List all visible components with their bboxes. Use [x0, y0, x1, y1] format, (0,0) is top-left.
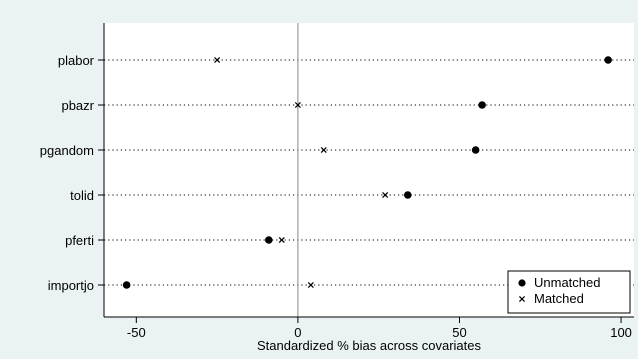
x-axis-title: Standardized % bias across covariates: [257, 338, 482, 353]
legend-marker-unmatched: [518, 279, 526, 287]
legend-marker-matched: [518, 295, 526, 303]
y-axis: plabor pbazr pgandom tolid pferti importjo: [40, 23, 105, 317]
x-tick-label-3: 100: [610, 325, 632, 340]
matched-point-pgandom-stroke-b: [320, 146, 327, 154]
matched-point-pbazr-stroke-b: [294, 101, 301, 109]
y-tick-label-importjo: importjo: [48, 278, 94, 293]
legend-label-unmatched: Unmatched: [534, 275, 600, 290]
matched-point-pferti-stroke-b: [278, 236, 285, 244]
unmatched-point-pgandom: [471, 146, 480, 154]
unmatched-point-pbazr: [478, 101, 486, 109]
matched-point-tolid: [382, 191, 389, 199]
y-tick-label-pgandom: pgandom: [40, 143, 94, 158]
x-tick-label-1: 0: [294, 325, 301, 340]
legend-label-matched: Matched: [534, 291, 584, 306]
matched-point-pferti: [278, 236, 285, 244]
plot-area: [104, 23, 634, 317]
unmatched-point-importjo: [122, 281, 131, 289]
matched-point-plabor-stroke-b: [214, 56, 221, 64]
x-tick-label-0: -50: [127, 325, 146, 340]
y-tick-label-pferti: pferti: [65, 233, 94, 248]
y-tick-label-pbazr: pbazr: [61, 98, 94, 113]
x-axis: -50 0 50 100: [104, 316, 634, 340]
y-tick-label-plabor: plabor: [58, 53, 95, 68]
matched-point-tolid-stroke-b: [382, 191, 389, 199]
y-tick-label-tolid: tolid: [70, 188, 94, 203]
legend-box: [507, 270, 631, 314]
matched-point-importjo: [307, 281, 314, 289]
legend-marker-matched-stroke-b: [518, 295, 526, 303]
matched-point-plabor: [214, 56, 221, 64]
data-marks: [122, 56, 612, 289]
x-tick-label-2: 50: [452, 325, 466, 340]
unmatched-point-plabor: [604, 56, 612, 64]
unmatched-point-tolid: [403, 191, 412, 199]
matched-point-importjo-stroke-b: [307, 281, 314, 289]
matched-point-pgandom: [320, 146, 327, 154]
unmatched-point-pferti: [265, 236, 273, 244]
matched-point-pbazr: [294, 101, 301, 109]
